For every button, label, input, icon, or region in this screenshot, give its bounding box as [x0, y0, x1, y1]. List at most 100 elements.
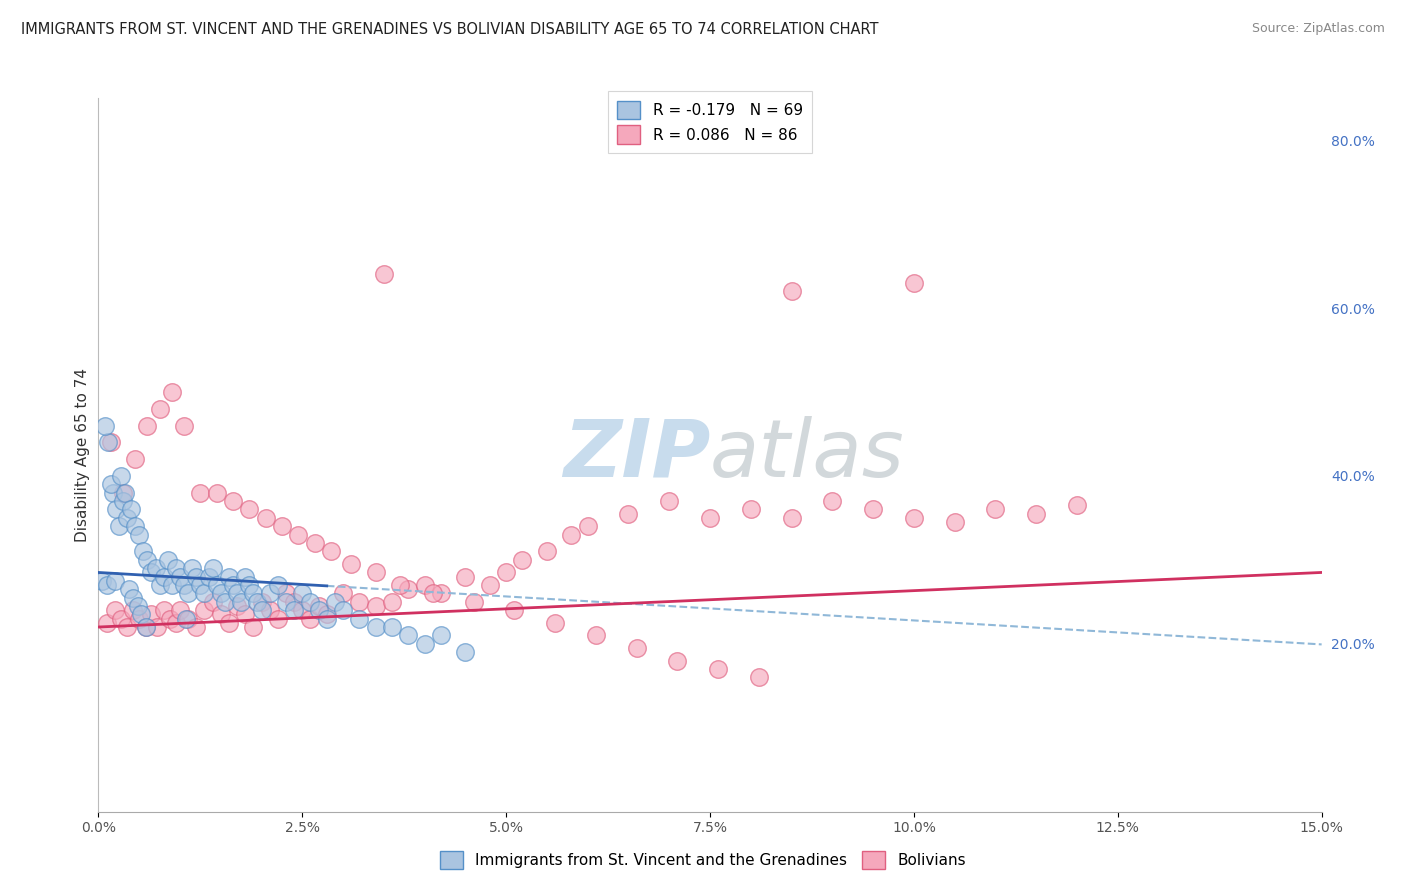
- Point: [111, 494, 134, 508]
- Point: [226, 586, 249, 600]
- Point: [233, 569, 256, 583]
- Point: [108, 519, 131, 533]
- Point: [193, 603, 215, 617]
- Point: [100, 435, 122, 450]
- Point: [218, 569, 240, 583]
- Point: [115, 620, 138, 634]
- Point: [780, 511, 803, 525]
- Point: [135, 620, 157, 634]
- Point: [152, 569, 174, 583]
- Point: [259, 603, 281, 617]
- Point: [141, 566, 163, 580]
- Point: [121, 591, 143, 605]
- Point: [110, 612, 132, 626]
- Point: [396, 582, 419, 597]
- Point: [544, 615, 567, 630]
- Point: [454, 569, 477, 583]
- Text: Source: ZipAtlas.com: Source: ZipAtlas.com: [1251, 22, 1385, 36]
- Point: [222, 494, 245, 508]
- Point: [101, 485, 124, 500]
- Point: [238, 502, 260, 516]
- Point: [97, 435, 120, 450]
- Point: [291, 603, 314, 617]
- Point: [186, 569, 208, 583]
- Point: [699, 511, 721, 525]
- Point: [115, 511, 138, 525]
- Point: [287, 527, 309, 541]
- Point: [173, 418, 195, 433]
- Point: [160, 384, 183, 399]
- Point: [396, 628, 419, 642]
- Point: [740, 502, 762, 516]
- Point: [94, 418, 117, 433]
- Point: [821, 494, 844, 508]
- Point: [1066, 498, 1088, 512]
- Point: [349, 595, 371, 609]
- Point: [389, 578, 412, 592]
- Point: [274, 595, 297, 609]
- Point: [176, 612, 198, 626]
- Point: [128, 612, 150, 626]
- Point: [201, 595, 224, 609]
- Point: [160, 578, 183, 592]
- Point: [188, 485, 212, 500]
- Point: [201, 561, 224, 575]
- Point: [136, 553, 159, 567]
- Point: [585, 628, 607, 642]
- Point: [110, 469, 132, 483]
- Point: [238, 578, 260, 592]
- Point: [658, 494, 681, 508]
- Point: [120, 502, 142, 516]
- Point: [413, 578, 436, 592]
- Point: [512, 553, 534, 567]
- Point: [340, 557, 363, 571]
- Point: [173, 578, 195, 592]
- Point: [291, 586, 314, 600]
- Point: [267, 612, 290, 626]
- Point: [146, 620, 169, 634]
- Point: [364, 620, 387, 634]
- Point: [274, 586, 297, 600]
- Text: ZIP: ZIP: [562, 416, 710, 494]
- Point: [209, 607, 232, 622]
- Point: [159, 612, 181, 626]
- Point: [222, 578, 245, 592]
- Point: [430, 586, 453, 600]
- Point: [332, 586, 354, 600]
- Point: [242, 586, 264, 600]
- Point: [503, 603, 526, 617]
- Point: [250, 603, 273, 617]
- Point: [124, 519, 146, 533]
- Point: [135, 620, 157, 634]
- Point: [197, 569, 219, 583]
- Point: [463, 595, 485, 609]
- Point: [748, 670, 770, 684]
- Point: [141, 607, 163, 622]
- Point: [315, 612, 337, 626]
- Legend: R = -0.179   N = 69, R = 0.086   N = 86: R = -0.179 N = 69, R = 0.086 N = 86: [609, 92, 811, 153]
- Point: [267, 578, 290, 592]
- Point: [381, 620, 404, 634]
- Point: [422, 586, 444, 600]
- Point: [666, 654, 689, 668]
- Point: [128, 527, 150, 541]
- Point: [984, 502, 1007, 516]
- Point: [129, 607, 152, 622]
- Point: [250, 595, 273, 609]
- Text: IMMIGRANTS FROM ST. VINCENT AND THE GRENADINES VS BOLIVIAN DISABILITY AGE 65 TO : IMMIGRANTS FROM ST. VINCENT AND THE GREN…: [21, 22, 879, 37]
- Text: atlas: atlas: [710, 416, 905, 494]
- Point: [381, 595, 404, 609]
- Point: [114, 485, 136, 500]
- Point: [560, 527, 582, 541]
- Point: [145, 561, 167, 575]
- Point: [259, 586, 281, 600]
- Point: [152, 603, 174, 617]
- Point: [127, 599, 149, 613]
- Point: [304, 536, 326, 550]
- Point: [299, 612, 322, 626]
- Point: [478, 578, 501, 592]
- Point: [576, 519, 599, 533]
- Point: [233, 607, 256, 622]
- Point: [165, 615, 187, 630]
- Point: [205, 485, 228, 500]
